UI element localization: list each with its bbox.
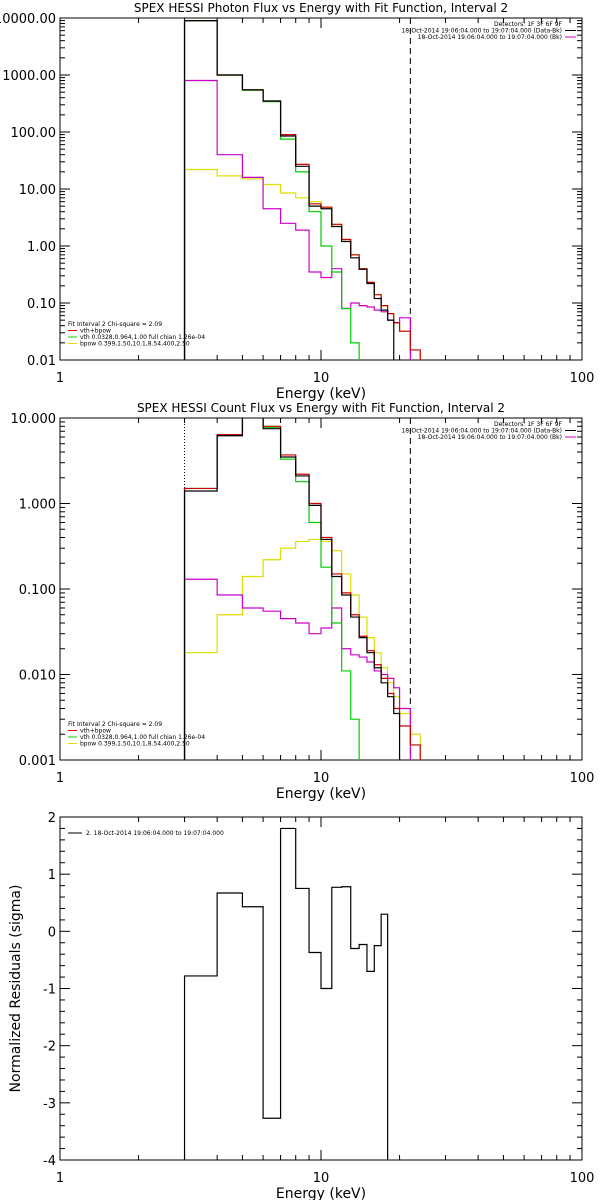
- chart-title: SPEX HESSI Photon Flux vs Energy with Fi…: [134, 1, 508, 15]
- series-vth-bpow: [183, 418, 421, 760]
- legend-bottom-left-text: vth 0.0328,0.964,1.00 full chian 1.26e-0…: [80, 334, 205, 341]
- y-tick-label: 1: [48, 868, 56, 883]
- legend-top-right-text: 18-Oct-2014 19:06:04.000 to 19:07:04.000…: [418, 434, 562, 441]
- y-tick-label: -1: [43, 983, 56, 998]
- legend-bottom-left-text: bpow 0.399,1.50,10.1,8.54,400,2.50: [80, 341, 190, 348]
- legend-bottom-left-text: Fit Interval 2 Chi-square = 2.09: [68, 321, 162, 328]
- legend-top-left-text: 2. 18-Oct-2014 19:06:04.000 to 19:07:04.…: [86, 830, 224, 837]
- legend-bottom-left-text: Fit Interval 2 Chi-square = 2.09: [68, 721, 162, 728]
- y-tick-label: 1.000: [19, 498, 56, 513]
- series-bk: [183, 79, 411, 360]
- x-tick-label: 100: [570, 371, 595, 386]
- x-tick-label: 10: [313, 371, 330, 386]
- x-tick-label: 100: [570, 1171, 595, 1186]
- legend-top-right-text: Detectors: 1F 3F 6F 9F: [494, 421, 563, 428]
- y-tick-label: 10.000: [11, 412, 57, 427]
- x-tick-label: 10: [313, 771, 330, 786]
- x-tick-label: 1: [56, 771, 64, 786]
- y-tick-label: 1.00: [27, 240, 56, 255]
- y-tick-label: 1000.00: [2, 69, 56, 84]
- y-tick-label: -2: [43, 1040, 56, 1055]
- y-tick-label: 100.00: [11, 126, 57, 141]
- series-data-bk: [183, 20, 395, 360]
- y-tick-label: 0.010: [19, 669, 56, 684]
- legend-top-right-text: 18-Oct-2014 19:06:04.000 to 19:07:04.000…: [401, 28, 562, 35]
- y-tick-label: 0.01: [27, 354, 56, 369]
- x-tick-label: 100: [570, 771, 595, 786]
- y-tick-label: 0.10: [27, 297, 56, 312]
- x-tick-label: 1: [56, 1171, 64, 1186]
- series-residuals: [183, 827, 389, 1160]
- y-tick-label: -4: [43, 1154, 56, 1169]
- x-axis-label: Energy (keV): [276, 386, 366, 402]
- plot-frame: [59, 417, 583, 761]
- y-tick-label: 0.100: [19, 583, 56, 598]
- y-tick-label: 10000.00: [0, 12, 56, 27]
- x-axis-label: Energy (keV): [276, 1186, 366, 1200]
- y-tick-label: 0.001: [19, 754, 56, 769]
- legend-bottom-left-text: vth+bpow: [80, 328, 111, 335]
- x-tick-label: 1: [56, 371, 64, 386]
- x-tick-label: 10: [313, 1171, 330, 1186]
- series-bpow: [183, 538, 421, 760]
- x-axis-label: Energy (keV): [276, 786, 366, 802]
- series-data-bk: [183, 418, 401, 760]
- legend-top-right-text: 18-Oct-2014 19:06:04.000 to 19:07:04.000…: [401, 428, 562, 435]
- y-tick-label: 0: [48, 925, 56, 940]
- legend-top-right-text: 18-Oct-2014 19:06:04.000 to 19:07:04.000…: [418, 34, 562, 41]
- series-vth: [183, 418, 360, 760]
- legend-bottom-left-text: bpow 0.399,1.50,10.1,8.54,400,2.50: [80, 741, 190, 748]
- legend-top-right-text: Detectors: 1F 3F 6F 9F: [494, 21, 563, 28]
- chart-title: SPEX HESSI Count Flux vs Energy with Fit…: [137, 401, 505, 415]
- legend-bottom-left-text: vth 0.0328,0.964,1.00 full chian 1.26e-0…: [80, 734, 205, 741]
- series-bk: [183, 578, 411, 760]
- plot-frame: [59, 17, 583, 361]
- y-tick-label: -3: [43, 1097, 56, 1112]
- y-axis-label: Normalized Residuals (sigma): [8, 885, 24, 1093]
- y-tick-label: 2: [48, 811, 56, 826]
- series-vth-bpow: [183, 20, 421, 360]
- y-tick-label: 10.00: [19, 183, 56, 198]
- series-bpow: [183, 168, 421, 360]
- legend-bottom-left-text: vth+bpow: [80, 728, 111, 735]
- series-vth: [183, 20, 360, 360]
